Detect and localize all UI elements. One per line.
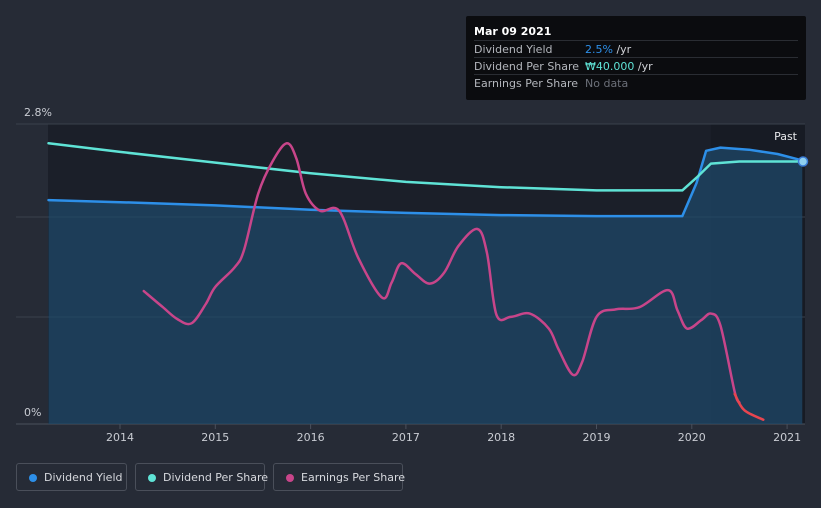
tooltip-date: Mar 09 2021 — [474, 25, 552, 38]
current-value-marker — [797, 156, 809, 167]
x-tick-label: 2018 — [487, 431, 515, 444]
legend-dot-icon — [148, 474, 156, 482]
dividend-per-share-line — [47, 142, 804, 192]
tooltip-label: Dividend Yield — [474, 43, 553, 56]
earnings-per-share-line — [142, 142, 741, 404]
y-tick-label: 2.8% — [24, 106, 52, 119]
x-tick-label: 2014 — [106, 431, 134, 444]
tooltip-label: Dividend Per Share — [474, 60, 580, 73]
tooltip-row-dividend-per-share: Dividend Per Share ₩40.000 /yr — [474, 57, 798, 75]
tooltip-value: No data — [585, 77, 629, 90]
earnings-per-share-latest-line — [733, 392, 765, 421]
legend-dot-icon — [29, 474, 37, 482]
legend-dot-icon — [286, 474, 294, 482]
tooltip-unit: /yr — [612, 43, 632, 56]
legend-label: Dividend Per Share — [163, 471, 269, 484]
legend-item-earnings-per-share[interactable]: Earnings Per Share — [273, 463, 406, 491]
tooltip-row-dividend-yield: Dividend Yield 2.5% /yr — [474, 40, 798, 58]
x-tick-label: 2020 — [678, 431, 706, 444]
x-tick-label: 2021 — [773, 431, 801, 444]
past-label: Past — [774, 130, 798, 143]
legend-item-dividend-yield[interactable]: Dividend Yield — [16, 463, 127, 491]
tooltip-value: ₩40.000 — [585, 60, 635, 73]
x-tick-label: 2016 — [297, 431, 325, 444]
dividend-yield-line — [47, 146, 804, 218]
x-tick-label: 2017 — [392, 431, 420, 444]
x-tick-label: 2015 — [201, 431, 229, 444]
tooltip-row-earnings-per-share: Earnings Per Share No data — [474, 74, 798, 92]
legend-label: Earnings Per Share — [301, 471, 406, 484]
tooltip-label: Earnings Per Share — [474, 77, 579, 90]
legend-item-dividend-per-share[interactable]: Dividend Per Share — [135, 463, 269, 491]
tooltip-panel: Mar 09 2021 Dividend Yield 2.5% /yr Divi… — [466, 16, 806, 100]
tooltip-value: 2.5% — [585, 43, 613, 56]
tooltip-unit: /yr — [634, 60, 653, 73]
x-tick-label: 2019 — [583, 431, 611, 444]
legend-label: Dividend Yield — [44, 471, 123, 484]
y-tick-label: 0% — [24, 406, 41, 419]
